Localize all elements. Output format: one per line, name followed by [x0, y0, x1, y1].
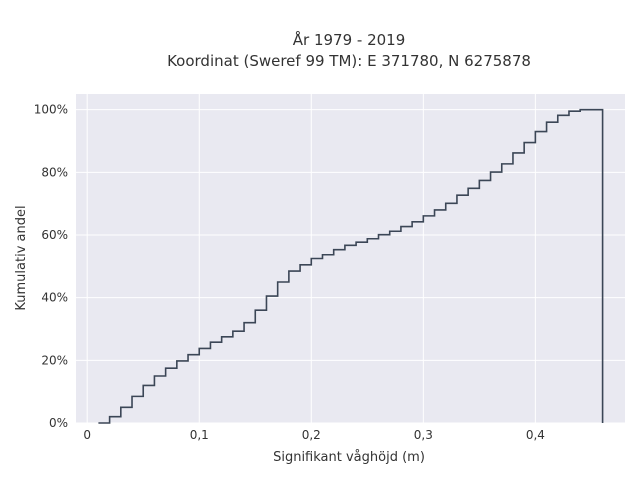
chart-title-line-2: Koordinat (Sweref 99 TM): E 371780, N 62… — [167, 52, 531, 70]
x-axis-title: Signifikant våghöjd (m) — [273, 450, 425, 465]
x-tick-labels: 0 0,1 0,2 0,3 0,4 — [83, 428, 545, 442]
x-tick-label: 0,4 — [526, 428, 545, 442]
y-tick-labels: 0% 20% 40% 60% 80% 100% — [34, 103, 68, 430]
cumulative-step-line — [98, 108, 604, 424]
x-tick-label: 0,2 — [302, 428, 321, 442]
y-tick-label: 0% — [49, 416, 68, 430]
y-tick-label: 40% — [41, 291, 68, 305]
grid-layer — [76, 94, 625, 424]
x-tick-label: 0,3 — [414, 428, 433, 442]
x-tick-label: 0 — [83, 428, 91, 442]
y-axis-title: Kumulativ andel — [14, 205, 29, 310]
chart-title-line-1: År 1979 - 2019 — [293, 30, 406, 49]
y-tick-label: 60% — [41, 228, 68, 242]
y-tick-label: 20% — [41, 353, 68, 367]
x-tick-label: 0,1 — [190, 428, 209, 442]
plot-area — [76, 94, 625, 423]
y-tick-label: 80% — [41, 165, 68, 179]
y-tick-label: 100% — [34, 103, 68, 117]
series-layer — [98, 108, 604, 424]
